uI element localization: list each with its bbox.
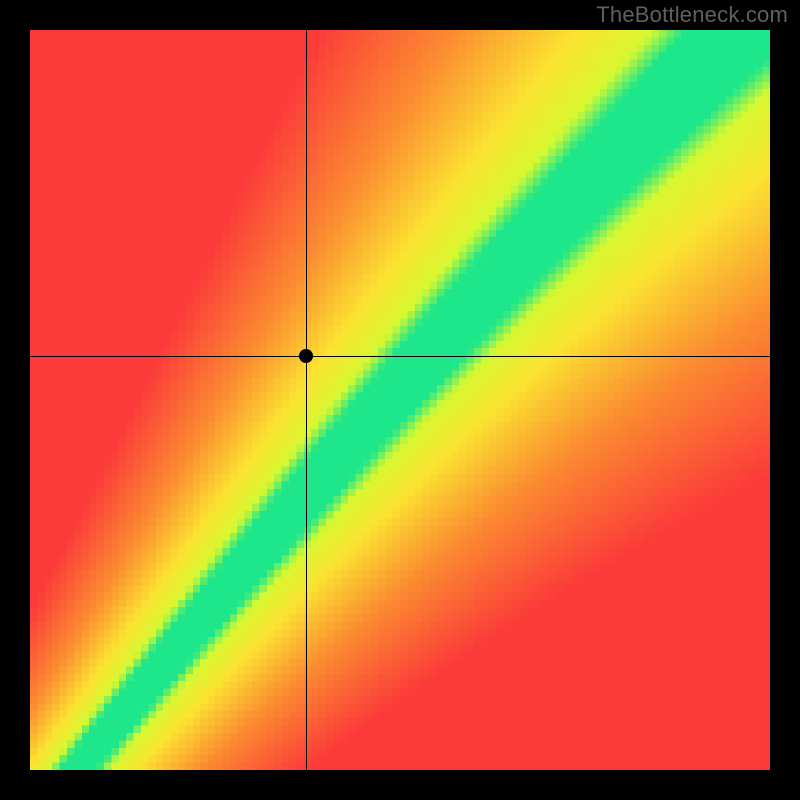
- plot-area: [30, 30, 770, 770]
- bottleneck-heatmap: [30, 30, 770, 770]
- attribution-label: TheBottleneck.com: [596, 2, 788, 28]
- crosshair-vertical: [306, 30, 307, 770]
- crosshair-horizontal: [30, 356, 770, 357]
- chart-container: TheBottleneck.com: [0, 0, 800, 800]
- crosshair-marker: [299, 349, 313, 363]
